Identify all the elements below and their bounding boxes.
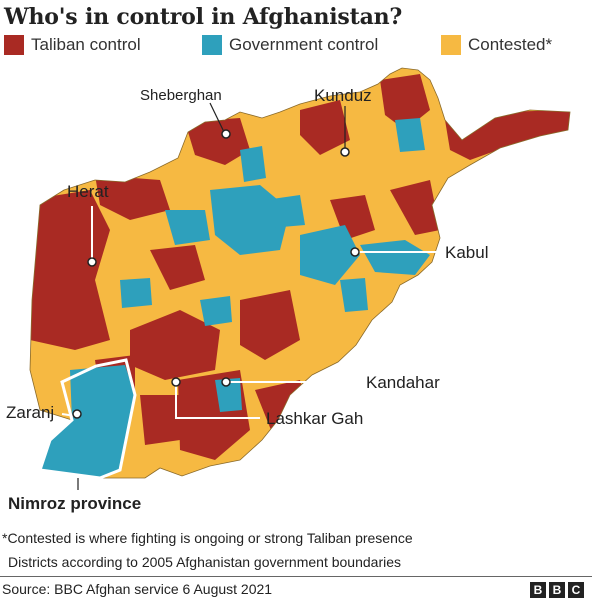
district-areas bbox=[30, 68, 570, 478]
page-title: Who's in control in Afghanistan? bbox=[4, 4, 403, 30]
legend-item-contested: Contested* bbox=[441, 35, 552, 55]
legend-label-contested: Contested* bbox=[468, 35, 553, 54]
zaranj-marker bbox=[72, 409, 82, 419]
nimroz-province-outline bbox=[38, 358, 137, 480]
source-text: Source: BBC Afghan service 6 August 2021 bbox=[2, 581, 273, 597]
label-kabul: Kabul bbox=[445, 243, 488, 262]
label-nimroz-province: Nimroz province bbox=[8, 494, 141, 513]
afghanistan-map: Sheberghan Kunduz Herat Kabul Kandahar Z… bbox=[6, 67, 571, 513]
bbc-logo-letter: C bbox=[568, 582, 584, 598]
contested-note: *Contested is where fighting is ongoing … bbox=[2, 530, 413, 546]
lashkar-gah-marker bbox=[171, 377, 181, 387]
label-kandahar: Kandahar bbox=[366, 373, 440, 392]
kunduz-marker bbox=[340, 147, 350, 157]
herat-marker bbox=[87, 257, 97, 267]
country-outline bbox=[29, 67, 571, 479]
bbc-logo: B B C bbox=[530, 582, 584, 598]
label-kunduz: Kunduz bbox=[314, 86, 372, 105]
legend-item-taliban: Taliban control bbox=[4, 35, 141, 55]
legend-label-government: Government control bbox=[229, 35, 379, 54]
label-lashkar-gah: Lashkar Gah bbox=[266, 409, 363, 428]
legend: Taliban control Government control Conte… bbox=[4, 35, 590, 57]
legend-item-government: Government control bbox=[202, 35, 378, 55]
label-sheberghan: Sheberghan bbox=[140, 87, 222, 104]
legend-swatch-government bbox=[202, 35, 222, 55]
label-zaranj: Zaranj bbox=[6, 403, 54, 422]
sheberghan-leader bbox=[209, 102, 225, 133]
footer: Source: BBC Afghan service 6 August 2021… bbox=[0, 576, 592, 601]
districts-note: Districts according to 2005 Afghanistan … bbox=[8, 554, 402, 570]
bbc-logo-letter: B bbox=[530, 582, 546, 598]
sheberghan-marker bbox=[221, 129, 231, 139]
bbc-logo-letter: B bbox=[549, 582, 565, 598]
lashkar-gah-leader bbox=[175, 383, 260, 419]
legend-swatch-contested bbox=[441, 35, 461, 55]
legend-label-taliban: Taliban control bbox=[31, 35, 141, 54]
label-herat: Herat bbox=[67, 182, 109, 201]
kandahar-marker bbox=[221, 377, 231, 387]
kabul-marker bbox=[350, 247, 360, 257]
legend-swatch-taliban bbox=[4, 35, 24, 55]
